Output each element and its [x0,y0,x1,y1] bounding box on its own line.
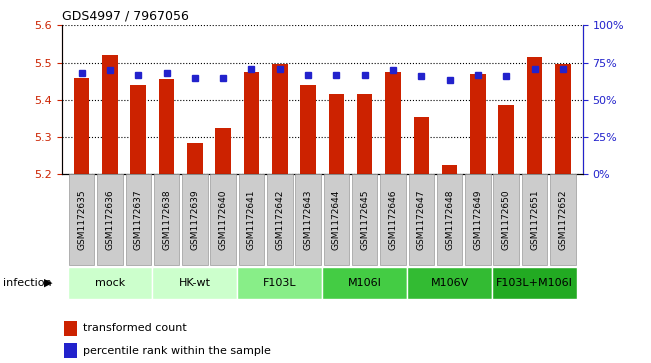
Bar [64,321,77,336]
FancyBboxPatch shape [465,174,491,265]
Bar [300,85,316,174]
FancyBboxPatch shape [324,174,349,265]
Text: GSM1172637: GSM1172637 [133,189,143,250]
Bar [555,65,571,174]
FancyBboxPatch shape [69,174,94,265]
Bar [102,55,118,174]
Text: GSM1172645: GSM1172645 [360,189,369,250]
Text: GSM1172649: GSM1172649 [473,189,482,250]
Bar [243,72,259,174]
FancyBboxPatch shape [322,267,407,299]
FancyBboxPatch shape [154,174,179,265]
FancyBboxPatch shape [267,174,292,265]
FancyBboxPatch shape [239,174,264,265]
FancyBboxPatch shape [182,174,208,265]
Text: GSM1172641: GSM1172641 [247,189,256,250]
Bar [357,94,372,174]
Text: GSM1172648: GSM1172648 [445,189,454,250]
FancyBboxPatch shape [492,267,577,299]
Text: GSM1172639: GSM1172639 [190,189,199,250]
Text: GSM1172638: GSM1172638 [162,189,171,250]
FancyBboxPatch shape [152,267,238,299]
Text: GDS4997 / 7967056: GDS4997 / 7967056 [62,10,189,23]
Text: GSM1172640: GSM1172640 [219,189,228,250]
Text: GSM1172646: GSM1172646 [389,189,398,250]
Text: HK-wt: HK-wt [179,278,211,288]
Text: GSM1172643: GSM1172643 [303,189,312,250]
Text: GSM1172644: GSM1172644 [332,189,341,250]
Bar [130,85,146,174]
Text: F103L+M106I: F103L+M106I [496,278,573,288]
FancyBboxPatch shape [68,267,152,299]
Text: mock: mock [95,278,125,288]
FancyBboxPatch shape [407,267,492,299]
Text: GSM1172652: GSM1172652 [559,189,567,250]
FancyBboxPatch shape [97,174,122,265]
Bar [215,128,231,174]
Bar [187,143,202,174]
Text: transformed count: transformed count [83,323,186,333]
Text: GSM1172635: GSM1172635 [77,189,86,250]
Bar [64,343,77,358]
Bar [442,165,458,174]
FancyBboxPatch shape [522,174,547,265]
Text: M106V: M106V [430,278,469,288]
FancyBboxPatch shape [437,174,462,265]
Bar [272,65,288,174]
FancyBboxPatch shape [352,174,378,265]
Text: GSM1172642: GSM1172642 [275,189,284,250]
FancyBboxPatch shape [493,174,519,265]
Bar [470,74,486,174]
Bar [527,57,542,174]
FancyBboxPatch shape [409,174,434,265]
FancyBboxPatch shape [126,174,151,265]
Text: percentile rank within the sample: percentile rank within the sample [83,346,271,356]
Text: infection: infection [3,278,52,288]
Text: ▶: ▶ [44,278,53,288]
Text: GSM1172651: GSM1172651 [530,189,539,250]
Bar [74,78,89,174]
Bar [159,79,174,174]
FancyBboxPatch shape [238,267,322,299]
FancyBboxPatch shape [550,174,575,265]
Bar [413,117,429,174]
Text: GSM1172647: GSM1172647 [417,189,426,250]
FancyBboxPatch shape [380,174,406,265]
Text: M106I: M106I [348,278,381,288]
Bar [385,72,401,174]
Bar [329,94,344,174]
Text: GSM1172650: GSM1172650 [502,189,511,250]
Text: GSM1172636: GSM1172636 [105,189,115,250]
Text: F103L: F103L [263,278,297,288]
FancyBboxPatch shape [210,174,236,265]
FancyBboxPatch shape [296,174,321,265]
Bar [499,105,514,174]
